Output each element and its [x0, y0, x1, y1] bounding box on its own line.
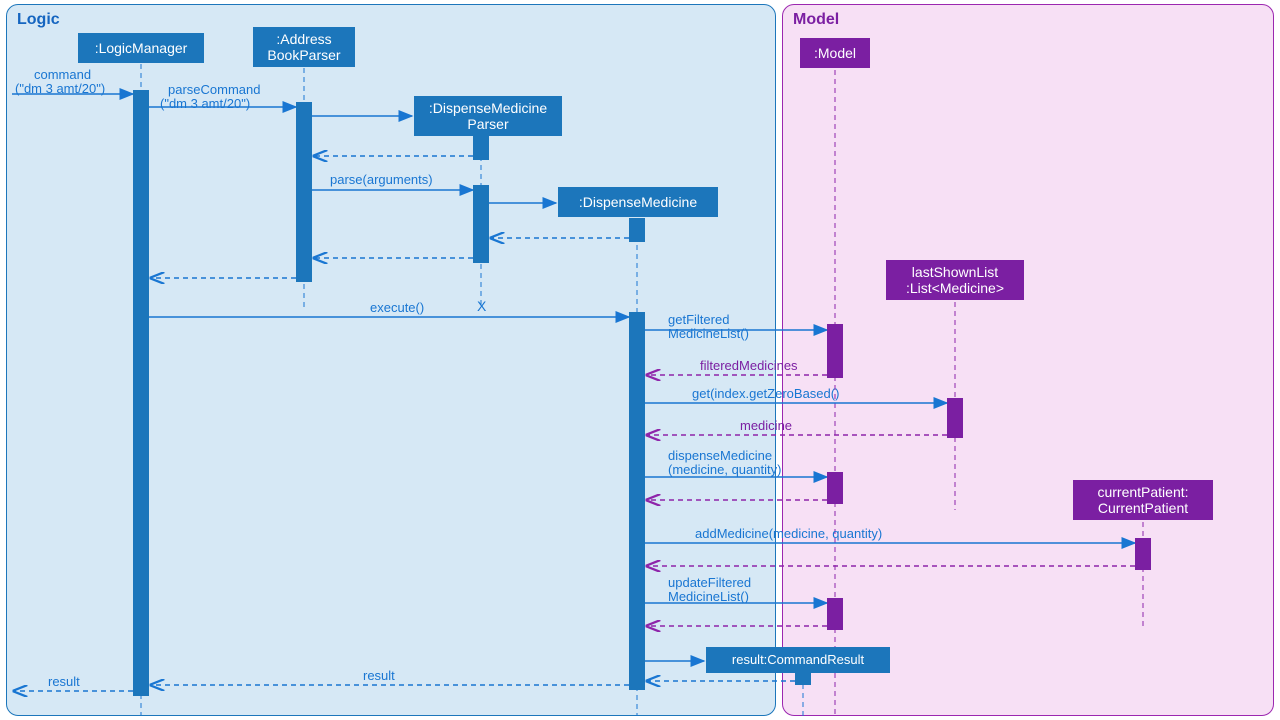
msg-parse-command: parseCommand	[168, 82, 261, 97]
msg-update1: updateFiltered	[668, 575, 751, 590]
msg-parse-args: parse(arguments)	[330, 172, 433, 187]
logic-manager: :LogicManager	[78, 33, 204, 63]
model-participant: :Model	[800, 38, 870, 68]
act-patient	[1135, 538, 1151, 570]
last-shown-list: lastShownList :List<Medicine>	[886, 260, 1024, 300]
msg-result-out: result	[48, 674, 80, 689]
address-book-parser: :Address BookParser	[253, 27, 355, 67]
msg-get-filtered2: MedicineList()	[668, 326, 749, 341]
act-model1	[827, 324, 843, 378]
msg-get-filtered1: getFiltered	[668, 312, 729, 327]
act-model3	[827, 598, 843, 630]
msg-execute: execute()	[370, 300, 424, 315]
command-result: result:CommandResult	[706, 647, 890, 673]
act-logic-mgr	[133, 90, 149, 696]
msg-get-index: get(index.getZeroBased()	[692, 386, 839, 401]
act-dm2	[629, 312, 645, 690]
act-ab-parser	[296, 102, 312, 282]
current-patient: currentPatient: CurrentPatient	[1073, 480, 1213, 520]
msg-update2: MedicineList()	[668, 589, 749, 604]
act-dm1	[629, 218, 645, 242]
msg-filtered-medicines: filteredMedicines	[700, 358, 798, 373]
msg-dispense1: dispenseMedicine	[668, 448, 772, 463]
act-dm-parser2	[473, 185, 489, 263]
msg-command-arg: ("dm 3 amt/20")	[15, 81, 105, 96]
dispense-medicine: :DispenseMedicine	[558, 187, 718, 217]
act-model2	[827, 472, 843, 504]
msg-result: result	[363, 668, 395, 683]
msg-dispense2: (medicine, quantity)	[668, 462, 781, 477]
act-cmd-result	[795, 673, 811, 685]
msg-medicine: medicine	[740, 418, 792, 433]
msg-add-medicine: addMedicine(medicine, quantity)	[695, 526, 882, 541]
destroy-dm-parser: X	[477, 298, 486, 314]
dispense-medicine-parser: :DispenseMedicine Parser	[414, 96, 562, 136]
msg-parse-command-arg: ("dm 3 amt/20")	[160, 96, 250, 111]
msg-command: command	[34, 67, 91, 82]
act-dm-parser1	[473, 136, 489, 160]
act-list	[947, 398, 963, 438]
